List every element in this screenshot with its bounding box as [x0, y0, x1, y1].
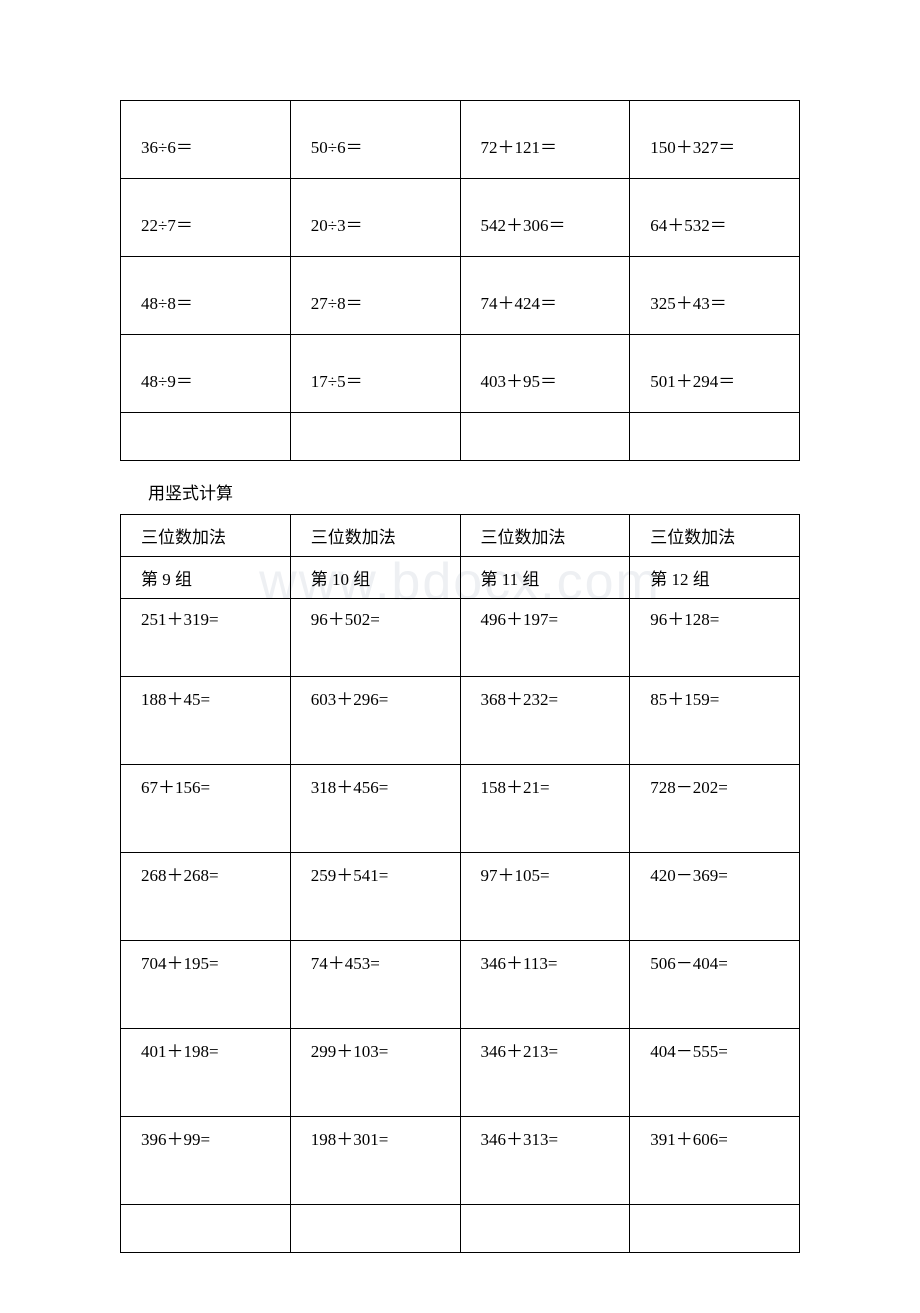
- page-content: 36÷6＝ 50÷6＝ 72＋121＝ 150＋327＝ 22÷7＝ 20÷3＝…: [0, 0, 920, 1313]
- table-row: 三位数加法 三位数加法 三位数加法 三位数加法: [121, 515, 800, 557]
- cell: 396＋99=: [121, 1117, 291, 1205]
- cell: [460, 1205, 630, 1253]
- cell: 36÷6＝: [121, 101, 291, 179]
- table-row: 22÷7＝ 20÷3＝ 542＋306＝ 64＋532＝: [121, 179, 800, 257]
- cell: 401＋198=: [121, 1029, 291, 1117]
- table-row: 401＋198= 299＋103= 346＋213= 404－555=: [121, 1029, 800, 1117]
- cell: 72＋121＝: [460, 101, 630, 179]
- cell: 318＋456=: [290, 765, 460, 853]
- cell: 259＋541=: [290, 853, 460, 941]
- cell: 506－404=: [630, 941, 800, 1029]
- subheader-cell: 第 12 组: [630, 557, 800, 599]
- cell: 268＋268=: [121, 853, 291, 941]
- cell: 728－202=: [630, 765, 800, 853]
- cell: 20÷3＝: [290, 179, 460, 257]
- cell: 603＋296=: [290, 677, 460, 765]
- cell: [121, 1205, 291, 1253]
- header-cell: 三位数加法: [121, 515, 291, 557]
- header-cell: 三位数加法: [460, 515, 630, 557]
- table-row: 67＋156= 318＋456= 158＋21= 728－202=: [121, 765, 800, 853]
- cell: 150＋327＝: [630, 101, 800, 179]
- table-row: 188＋45= 603＋296= 368＋232= 85＋159=: [121, 677, 800, 765]
- cell: [460, 413, 630, 461]
- cell: 325＋43＝: [630, 257, 800, 335]
- table-row: [121, 1205, 800, 1253]
- cell: 85＋159=: [630, 677, 800, 765]
- cell: 17÷5＝: [290, 335, 460, 413]
- subheader-cell: 第 9 组: [121, 557, 291, 599]
- section-title: 用竖式计算: [148, 479, 800, 504]
- cell: 542＋306＝: [460, 179, 630, 257]
- cell: 404－555=: [630, 1029, 800, 1117]
- cell: 64＋532＝: [630, 179, 800, 257]
- table-row: 268＋268= 259＋541= 97＋105= 420－369=: [121, 853, 800, 941]
- cell: 198＋301=: [290, 1117, 460, 1205]
- table-row: 251＋319= 96＋502= 496＋197= 96＋128=: [121, 599, 800, 677]
- cell: 346＋113=: [460, 941, 630, 1029]
- cell: 501＋294＝: [630, 335, 800, 413]
- cell: [630, 1205, 800, 1253]
- cell: 22÷7＝: [121, 179, 291, 257]
- cell: 496＋197=: [460, 599, 630, 677]
- cell: 158＋21=: [460, 765, 630, 853]
- table-row: 48÷8＝ 27÷8＝ 74＋424＝ 325＋43＝: [121, 257, 800, 335]
- table-row: 704＋195= 74＋453= 346＋113= 506－404=: [121, 941, 800, 1029]
- cell: 96＋128=: [630, 599, 800, 677]
- cell: 188＋45=: [121, 677, 291, 765]
- subheader-cell: 第 10 组: [290, 557, 460, 599]
- cell: 299＋103=: [290, 1029, 460, 1117]
- cell: 96＋502=: [290, 599, 460, 677]
- cell: 391＋606=: [630, 1117, 800, 1205]
- subheader-cell: 第 11 组: [460, 557, 630, 599]
- cell: 704＋195=: [121, 941, 291, 1029]
- cell: 74＋453=: [290, 941, 460, 1029]
- header-cell: 三位数加法: [290, 515, 460, 557]
- table-1: 36÷6＝ 50÷6＝ 72＋121＝ 150＋327＝ 22÷7＝ 20÷3＝…: [120, 100, 800, 461]
- table-row: 396＋99= 198＋301= 346＋313= 391＋606=: [121, 1117, 800, 1205]
- table-row: 第 9 组 第 10 组 第 11 组 第 12 组: [121, 557, 800, 599]
- cell: 48÷8＝: [121, 257, 291, 335]
- table-row: [121, 413, 800, 461]
- cell: 346＋213=: [460, 1029, 630, 1117]
- cell: [290, 1205, 460, 1253]
- cell: [290, 413, 460, 461]
- cell: 48÷9＝: [121, 335, 291, 413]
- cell: 27÷8＝: [290, 257, 460, 335]
- cell: [630, 413, 800, 461]
- table-row: 36÷6＝ 50÷6＝ 72＋121＝ 150＋327＝: [121, 101, 800, 179]
- cell: 420－369=: [630, 853, 800, 941]
- cell: 50÷6＝: [290, 101, 460, 179]
- cell: [121, 413, 291, 461]
- cell: 97＋105=: [460, 853, 630, 941]
- header-cell: 三位数加法: [630, 515, 800, 557]
- table-row: 48÷9＝ 17÷5＝ 403＋95＝ 501＋294＝: [121, 335, 800, 413]
- cell: 346＋313=: [460, 1117, 630, 1205]
- cell: 251＋319=: [121, 599, 291, 677]
- cell: 403＋95＝: [460, 335, 630, 413]
- table-2: 三位数加法 三位数加法 三位数加法 三位数加法 第 9 组 第 10 组 第 1…: [120, 514, 800, 1253]
- cell: 74＋424＝: [460, 257, 630, 335]
- cell: 368＋232=: [460, 677, 630, 765]
- cell: 67＋156=: [121, 765, 291, 853]
